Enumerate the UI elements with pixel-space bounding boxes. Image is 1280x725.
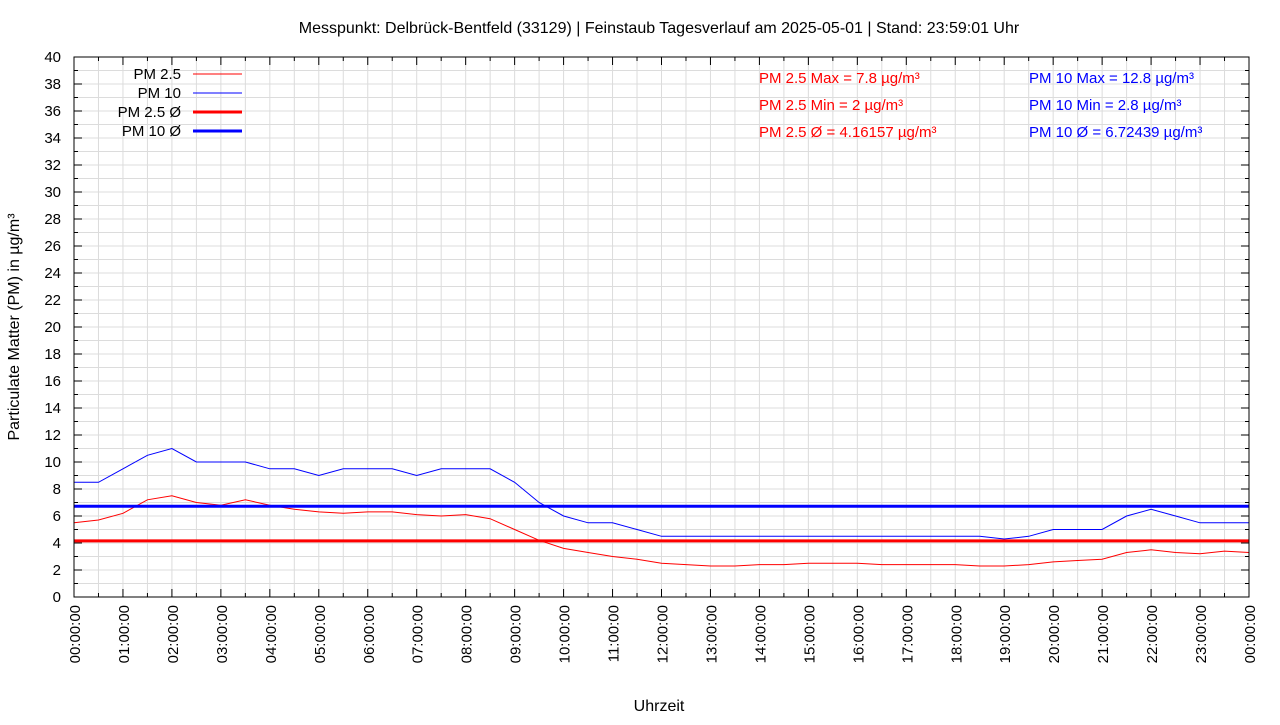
y-tick-label: 18: [44, 346, 61, 363]
x-tick-label: 23:00:00: [1193, 605, 1210, 663]
x-tick-label: 08:00:00: [459, 605, 476, 663]
stats-annotations: PM 2.5 Max = 7.8 µg/m³ PM 2.5 Min = 2 µg…: [759, 70, 1202, 141]
y-tick-label: 12: [44, 427, 61, 444]
x-tick-label: 09:00:00: [508, 605, 525, 663]
y-tick-label: 14: [44, 400, 61, 417]
x-tick-label: 05:00:00: [312, 605, 329, 663]
series-group: [73, 447, 1250, 567]
y-tick-label: 10: [44, 454, 61, 471]
legend-label: PM 2.5: [133, 66, 181, 83]
y-tick-label: 26: [44, 238, 61, 255]
x-tick-label: 12:00:00: [655, 605, 672, 663]
chart-title: Messpunkt: Delbrück-Bentfeld (33129) | F…: [299, 20, 1020, 37]
ticks: 024681012141618202224262830323436384000:…: [44, 49, 1259, 663]
y-tick-label: 40: [44, 49, 61, 66]
y-tick-label: 16: [44, 373, 61, 390]
legend-label: PM 10: [138, 85, 181, 102]
x-tick-label: 19:00:00: [997, 605, 1014, 663]
x-tick-label: 06:00:00: [361, 605, 378, 663]
legend: PM 2.5 PM 10 PM 2.5 Ø PM 10 Ø: [118, 66, 242, 140]
x-tick-label: 00:00:00: [1242, 605, 1259, 663]
y-tick-label: 32: [44, 157, 61, 174]
x-tick-label: 01:00:00: [116, 605, 133, 663]
plot-border: [73, 56, 1250, 598]
x-tick-label: 04:00:00: [263, 605, 280, 663]
x-tick-label: 17:00:00: [899, 605, 916, 663]
pm25-max: PM 2.5 Max = 7.8 µg/m³: [759, 70, 920, 87]
x-axis-label: Uhrzeit: [634, 698, 685, 715]
y-tick-label: 38: [44, 76, 61, 93]
y-tick-label: 6: [53, 508, 61, 525]
pm25-min: PM 2.5 Min = 2 µg/m³: [759, 97, 903, 114]
x-tick-label: 02:00:00: [165, 605, 182, 663]
x-tick-label: 14:00:00: [752, 605, 769, 663]
x-tick-label: 22:00:00: [1144, 605, 1161, 663]
x-tick-label: 03:00:00: [214, 605, 231, 663]
y-tick-label: 24: [44, 265, 61, 282]
x-tick-label: 00:00:00: [67, 605, 84, 663]
y-tick-label: 22: [44, 292, 61, 309]
y-tick-label: 0: [53, 589, 61, 606]
pm10-max: PM 10 Max = 12.8 µg/m³: [1029, 70, 1194, 87]
x-tick-label: 13:00:00: [703, 605, 720, 663]
x-tick-label: 07:00:00: [410, 605, 427, 663]
y-tick-label: 28: [44, 211, 61, 228]
y-tick-label: 20: [44, 319, 61, 336]
series-pm-10-line: [74, 447, 1249, 540]
y-tick-label: 34: [44, 130, 61, 147]
grid: [74, 57, 1249, 597]
x-tick-label: 15:00:00: [801, 605, 818, 663]
pm10-min: PM 10 Min = 2.8 µg/m³: [1029, 97, 1181, 114]
y-axis-label: Particulate Matter (PM) in µg/m³: [6, 213, 23, 441]
x-tick-label: 11:00:00: [606, 605, 623, 662]
y-tick-label: 2: [53, 562, 61, 579]
x-tick-label: 21:00:00: [1095, 605, 1112, 663]
pm10-mean: PM 10 Ø = 6.72439 µg/m³: [1029, 124, 1202, 141]
legend-label: PM 10 Ø: [122, 123, 182, 140]
x-tick-label: 16:00:00: [850, 605, 867, 663]
legend-label: PM 2.5 Ø: [118, 104, 182, 121]
x-tick-label: 20:00:00: [1046, 605, 1063, 663]
y-tick-label: 4: [53, 535, 61, 552]
x-tick-label: 10:00:00: [557, 605, 574, 663]
y-tick-label: 8: [53, 481, 61, 498]
pm25-mean: PM 2.5 Ø = 4.16157 µg/m³: [759, 124, 936, 141]
y-tick-label: 30: [44, 184, 61, 201]
y-tick-label: 36: [44, 103, 61, 120]
x-tick-label: 18:00:00: [948, 605, 965, 663]
